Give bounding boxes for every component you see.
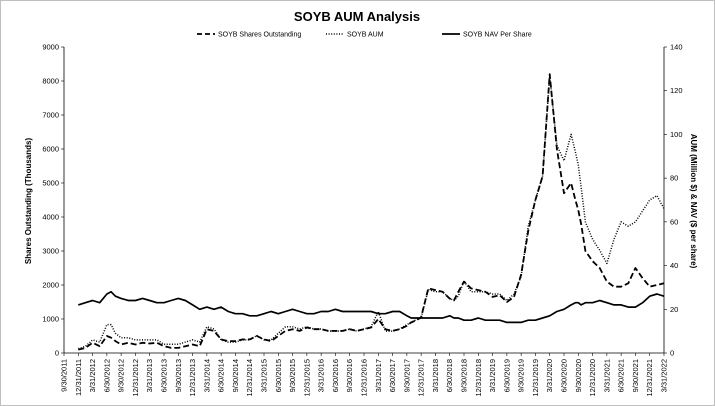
y-axis-label-left: Shares Outstanding (Thousands) — [24, 138, 33, 265]
x-tick-label: 12/31/2012 — [131, 359, 140, 397]
x-tick-label: 6/30/2013 — [160, 359, 169, 392]
x-tick-label: 12/31/2021 — [645, 359, 654, 397]
x-tick-label: 9/30/2013 — [174, 359, 183, 392]
left-tick-label: 0 — [55, 349, 59, 358]
right-tick-label: 140 — [670, 43, 683, 52]
right-tick-label: 120 — [670, 86, 683, 95]
x-tick-label: 9/30/2016 — [345, 359, 354, 392]
x-tick-label: 6/30/2014 — [217, 359, 226, 392]
legend-label-shares: SOYB Shares Outstanding — [218, 32, 301, 39]
right-tick-label: 60 — [670, 217, 678, 226]
x-tick-label: 12/31/2019 — [531, 359, 540, 397]
x-tick-label: 3/31/2015 — [260, 359, 269, 392]
right-tick-label: 20 — [670, 305, 678, 314]
left-tick-label: 4000 — [42, 213, 59, 222]
x-tick-label: 3/31/2016 — [317, 359, 326, 392]
x-tick-label: 9/30/2015 — [288, 359, 297, 392]
left-tick-label: 7000 — [42, 111, 59, 120]
x-tick-label: 6/30/2021 — [617, 359, 626, 392]
x-tick-label: 6/30/2020 — [560, 359, 569, 392]
series-line-shares-outstanding — [78, 73, 665, 351]
x-tick-label: 9/30/2018 — [460, 359, 469, 392]
x-tick-label: 3/31/2021 — [602, 359, 611, 392]
x-tick-label: 3/31/2017 — [374, 359, 383, 392]
x-tick-label: 9/30/2019 — [517, 359, 526, 392]
left-axis-ticks: 0 1000 2000 3000 4000 5000 6000 7000 8000 9000 — [42, 43, 64, 358]
legend-label-nav: SOYB NAV Per Share — [463, 32, 532, 39]
series-line-aum — [78, 74, 665, 350]
right-tick-label: 80 — [670, 174, 678, 183]
right-tick-label: 0 — [670, 349, 674, 358]
x-tick-label: 9/30/2020 — [574, 359, 583, 392]
x-tick-label: 12/31/2015 — [302, 359, 311, 397]
left-tick-label: 9000 — [42, 43, 59, 52]
x-tick-label: 3/31/2018 — [431, 359, 440, 392]
x-tick-label: 6/30/2015 — [274, 359, 283, 392]
x-tick-label: 12/31/2013 — [188, 359, 197, 397]
right-tick-label: 40 — [670, 261, 678, 270]
x-tick-label: 9/30/2011 — [60, 359, 69, 392]
x-tick-label: 9/30/2021 — [631, 359, 640, 392]
x-tick-label: 6/30/2018 — [445, 359, 454, 392]
x-tick-label: 9/30/2012 — [117, 359, 126, 392]
x-tick-label: 12/31/2018 — [474, 359, 483, 397]
x-tick-label: 9/30/2014 — [231, 359, 240, 392]
x-tick-label: 3/31/2022 — [660, 359, 669, 392]
x-tick-label: 12/31/2016 — [360, 359, 369, 397]
right-tick-label: 100 — [670, 130, 683, 139]
x-tick-label: 12/31/2017 — [417, 359, 426, 397]
x-tick-label: 6/30/2017 — [388, 359, 397, 392]
legend-label-aum: SOYB AUM — [347, 32, 384, 39]
x-tick-label: 6/30/2012 — [102, 359, 111, 392]
x-tick-label: 12/31/2011 — [74, 359, 83, 396]
chart-title: SOYB AUM Analysis — [294, 9, 420, 24]
series-lines — [78, 73, 665, 351]
left-tick-label: 1000 — [42, 315, 59, 324]
x-tick-label: 9/30/2017 — [402, 359, 411, 392]
left-tick-label: 3000 — [42, 247, 59, 256]
x-tick-label: 3/31/2020 — [545, 359, 554, 392]
x-tick-label: 6/30/2019 — [502, 359, 511, 392]
left-tick-label: 5000 — [42, 179, 59, 188]
x-tick-label: 3/31/2014 — [202, 359, 211, 392]
axes — [63, 47, 665, 354]
left-tick-label: 8000 — [42, 77, 59, 86]
left-tick-label: 6000 — [42, 145, 59, 154]
x-axis-ticks: 9/30/2011 12/31/2011 3/31/2012 6/30/2012 9/3… — [60, 353, 669, 397]
left-tick-label: 2000 — [42, 281, 59, 290]
series-line-nav-per-share — [78, 290, 665, 324]
x-tick-label: 6/30/2016 — [331, 359, 340, 392]
x-tick-label: 3/31/2013 — [145, 359, 154, 392]
x-tick-label: 12/31/2014 — [245, 359, 254, 397]
right-axis-ticks: 0 20 40 60 80 100 120 140 — [664, 43, 683, 358]
x-tick-label: 12/31/2020 — [588, 359, 597, 397]
legend: SOYB Shares Outstanding SOYB AUM SOYB NA… — [197, 32, 532, 39]
y-axis-label-right: AUM (Million $) & NAV ($ per share) — [689, 134, 698, 269]
x-tick-label: 3/31/2019 — [488, 359, 497, 392]
x-tick-label: 3/31/2012 — [88, 359, 97, 392]
